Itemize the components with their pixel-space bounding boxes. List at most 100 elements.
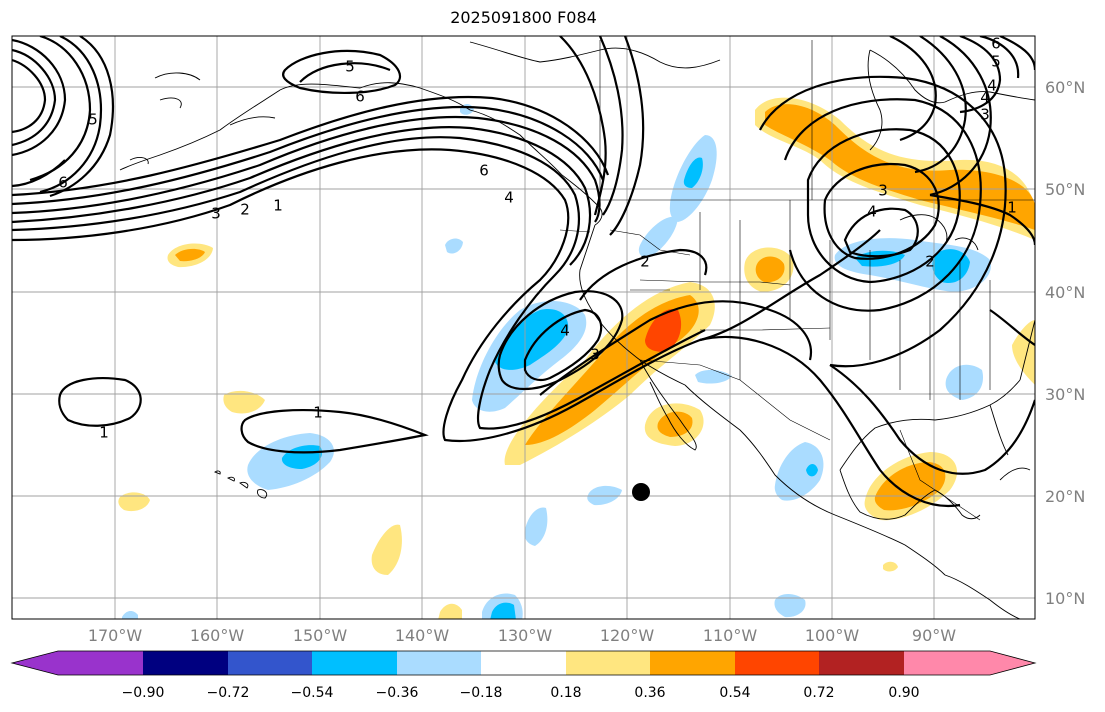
lat-label: 30°N [1045, 385, 1085, 404]
contour-label: 2 [925, 253, 935, 271]
colorbar-segment [228, 651, 312, 675]
negative-anomaly-region [495, 309, 569, 370]
negative-anomaly-region [683, 157, 703, 188]
colorbar-tick-label: −0.72 [207, 685, 250, 701]
colorbar-segment [904, 651, 990, 675]
positive-anomaly-region [883, 561, 898, 572]
contour-label: 6 [991, 35, 1001, 53]
colorbar-segment [735, 651, 819, 675]
lon-label: 140°W [395, 626, 450, 645]
positive-anomaly-region [1012, 320, 1035, 385]
contour-label: 6 [58, 174, 68, 192]
positive-anomaly-region [438, 603, 462, 619]
positive-anomaly-region [175, 248, 205, 262]
contour-label: 4 [980, 89, 990, 107]
colorbar-tick-label: −0.90 [122, 685, 165, 701]
lon-label: 170°W [88, 626, 143, 645]
colorbar-segment [397, 651, 481, 675]
negative-anomaly-region [490, 602, 516, 619]
contour-label: 3 [211, 205, 221, 223]
contour-label: 4 [504, 189, 514, 207]
colorbar-tick-label: 0.54 [719, 685, 750, 701]
contour-label: 4 [987, 77, 997, 95]
political-borders [559, 40, 1035, 521]
colorbar-tick-label: −0.54 [291, 685, 334, 701]
colorbar-segments [12, 651, 1035, 675]
colorbar-tick-label: 0.18 [550, 685, 581, 701]
colorbar-segment [58, 651, 143, 675]
contour-label: 1 [99, 424, 109, 442]
colorbar-extend-min [12, 651, 58, 675]
colorbar-tick-label: −0.18 [460, 685, 503, 701]
positive-anomaly-region [657, 411, 693, 437]
colorbar-segment [143, 651, 228, 675]
positive-anomaly-region [223, 390, 265, 414]
graticule [12, 36, 1035, 619]
contour-label: 2 [640, 253, 650, 271]
positive-anomaly-region [118, 492, 150, 512]
negative-anomaly-region [638, 216, 678, 258]
colorbar-extend-max [990, 651, 1035, 675]
contour-label: 2 [240, 201, 250, 219]
lon-label: 120°W [600, 626, 655, 645]
negative-anomaly-region [445, 238, 463, 254]
negative-anomaly-region [587, 485, 622, 506]
colorbar-labels: −0.90 −0.72 −0.54 −0.36 −0.18 0.18 0.36 … [122, 685, 920, 701]
colorbar: −0.90 −0.72 −0.54 −0.36 −0.18 0.18 0.36 … [10, 650, 1037, 701]
lon-label: 160°W [190, 626, 245, 645]
contour-label: 4 [560, 322, 570, 340]
colorbar-segment [481, 651, 566, 675]
lon-label: 90°W [912, 626, 956, 645]
colorbar-tick-label: −0.36 [376, 685, 419, 701]
contour-label: 1 [1007, 199, 1017, 217]
contour-label: 6 [355, 88, 365, 106]
negative-anomaly-region [932, 249, 970, 284]
lat-label: 40°N [1045, 283, 1085, 302]
colorbar-tick-label: 0.36 [634, 685, 665, 701]
positive-anomaly-region [371, 524, 402, 575]
negative-anomaly-region [122, 611, 138, 619]
contour-labels: 5 6 6 4 3 2 1 6 4 1 1 4 3 2 3 4 2 1 3 4 … [58, 35, 1017, 442]
colorbar-outline [10, 650, 1037, 676]
contour-label: 3 [878, 182, 888, 200]
colorbar-tick-label: 0.90 [888, 685, 919, 701]
lon-label: 150°W [293, 626, 348, 645]
lat-label: 10°N [1045, 589, 1085, 608]
positive-anomaly-region [874, 462, 946, 511]
lon-label: 110°W [703, 626, 758, 645]
lon-label: 130°W [498, 626, 553, 645]
positive-anomaly-region [765, 104, 1035, 230]
contour-label: 5 [345, 58, 355, 76]
contour-label: 1 [313, 404, 323, 422]
location-marker [632, 483, 650, 501]
contour-label: 3 [980, 106, 990, 124]
contour-label: 5 [991, 53, 1001, 71]
negative-anomaly-region [695, 369, 732, 384]
contour-label: 6 [479, 162, 489, 180]
colorbar-segment [566, 651, 650, 675]
lat-label: 20°N [1045, 487, 1085, 506]
map-title: 2025091800 F084 [450, 8, 597, 27]
colorbar-segment [819, 651, 904, 675]
negative-anomaly-region [774, 594, 806, 618]
negative-anomaly-region [806, 464, 818, 477]
contour-label: 4 [867, 203, 877, 221]
longitude-labels: 170°W 160°W 150°W 140°W 130°W 120°W 110°… [88, 626, 956, 645]
negative-anomaly-region [945, 364, 984, 400]
contour-lines [12, 36, 1035, 508]
negative-anomaly-region [524, 507, 548, 546]
positive-anomaly-region [645, 309, 682, 352]
contour-label: 5 [88, 111, 98, 129]
contour-label: 1 [273, 197, 283, 215]
positive-anomaly-region [755, 256, 785, 283]
latitude-labels: 60°N 50°N 40°N 30°N 20°N 10°N [1045, 78, 1085, 608]
colorbar-segment [650, 651, 735, 675]
lon-label: 100°W [805, 626, 860, 645]
colorbar-tick-label: 0.72 [803, 685, 834, 701]
lat-label: 50°N [1045, 180, 1085, 199]
anomaly-shading [118, 97, 1035, 619]
lat-label: 60°N [1045, 78, 1085, 97]
contour-label: 3 [590, 346, 600, 364]
map-frame [11, 35, 1036, 620]
